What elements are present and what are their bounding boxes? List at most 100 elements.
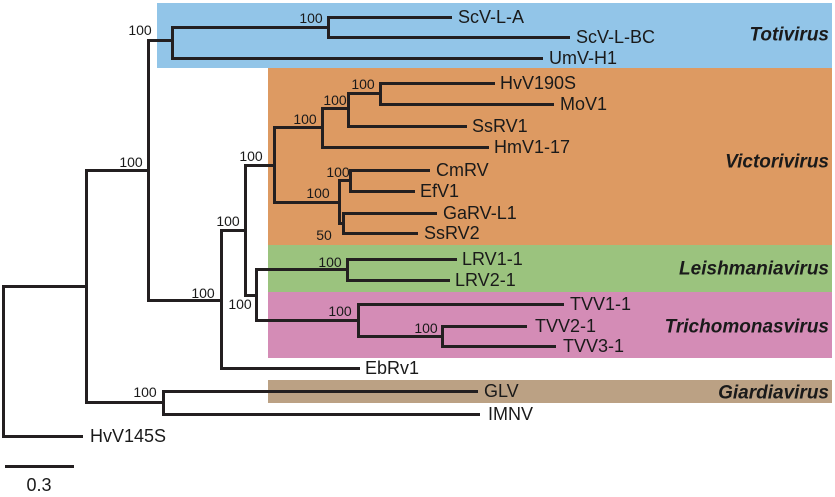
branch-segment-h [337, 178, 350, 182]
branch-segment-h [272, 200, 339, 204]
branch-segment-h [378, 102, 554, 106]
support-value-label: 100 [414, 320, 438, 336]
branch-segment-v [272, 125, 276, 204]
branch-segment-h [378, 81, 495, 85]
branch-segment-h [348, 189, 415, 193]
scale-bar-line [5, 464, 74, 468]
branch-segment-h [341, 211, 437, 215]
support-value-label: 50 [316, 227, 332, 243]
taxon-label-lrv2-1: LRV2-1 [455, 270, 516, 290]
family-label-victorivirus: Victorivirus [725, 151, 829, 173]
branch-segment-v [243, 163, 247, 297]
branch-segment-v [341, 211, 345, 235]
branch-segment-v [254, 267, 258, 322]
branch-segment-h [326, 35, 570, 39]
branch-segment-v [219, 228, 223, 370]
branch-segment-h [440, 324, 527, 328]
branch-segment-v [348, 168, 352, 193]
branch-segment-h [161, 389, 478, 393]
support-value-label: 100 [119, 154, 143, 170]
taxon-label-garv-l1: GaRV-L1 [443, 203, 517, 223]
support-value-label: 100 [293, 111, 317, 127]
branch-segment-v [345, 257, 349, 282]
branch-segment-h [341, 231, 418, 235]
taxon-label-ssrv2: SsRV2 [424, 223, 480, 243]
taxon-label-efv1: EfV1 [420, 181, 460, 201]
taxon-label-tvv2-1: TVV2-1 [535, 316, 597, 336]
branch-segment-v [326, 15, 330, 39]
branch-segment-h [440, 344, 556, 348]
clade-box-victorivirus [268, 68, 832, 245]
taxon-label-scv-l-a: ScV-L-A [458, 7, 525, 27]
taxon-label-glv: GLV [484, 381, 519, 401]
branch-segment-h [254, 318, 358, 322]
branch-segment-h [1, 284, 86, 288]
branch-segment-v [170, 25, 174, 60]
family-label-totivirus: Totivirus [749, 24, 829, 46]
branch-segment-h [146, 298, 221, 302]
branch-segment-h [219, 228, 245, 232]
support-value-label: 100 [228, 296, 252, 312]
branch-segment-v [337, 178, 341, 225]
support-value-label: 100 [306, 185, 330, 201]
branch-segment-v [356, 302, 360, 338]
branch-segment-h [346, 91, 380, 95]
support-value-label: 100 [299, 10, 323, 26]
support-value-label: 100 [191, 285, 215, 301]
branch-segment-h [84, 168, 148, 172]
branch-segment-v [1, 284, 5, 438]
branch-segment-h [219, 366, 360, 370]
support-value-label: 100 [239, 148, 263, 164]
scale-bar-label: 0.3 [26, 475, 52, 495]
branch-segment-v [146, 38, 150, 302]
support-value-label: 100 [351, 76, 375, 92]
support-value-label: 100 [326, 164, 350, 180]
support-value-label: 100 [328, 303, 352, 319]
taxon-label-cmrv: CmRV [436, 160, 489, 180]
branch-segment-v [84, 168, 88, 404]
taxon-label-lrv1-1: LRV1-1 [462, 249, 523, 269]
support-value-label: 100 [216, 213, 240, 229]
taxon-label-umv-h1: UmV-H1 [549, 48, 618, 68]
taxon-label-hvv145s: HvV145S [90, 426, 167, 446]
branch-segment-v [378, 81, 382, 106]
branch-segment-h [320, 106, 348, 110]
branch-segment-h [170, 25, 328, 29]
clade-box-leishmaniavirus [268, 245, 832, 292]
branch-segment-h [348, 168, 430, 172]
branch-segment-h [356, 334, 442, 338]
branch-segment-h [356, 302, 564, 306]
branch-segment-h [243, 293, 256, 297]
branch-segment-h [320, 145, 489, 149]
taxon-label-hvv190s: HvV190S [500, 73, 577, 93]
branch-segment-h [345, 278, 450, 282]
taxon-label-mov1: MoV1 [560, 94, 608, 114]
branch-segment-h [346, 124, 467, 128]
branch-segment-v [320, 106, 324, 149]
branch-segment-h [243, 163, 274, 167]
support-value-label: 100 [318, 254, 342, 270]
branch-segment-h [170, 56, 543, 60]
branch-segment-h [1, 434, 83, 438]
clade-box-giardiavirus [268, 380, 832, 403]
taxon-label-ebrv1: EbRv1 [365, 358, 420, 378]
branch-segment-v [161, 389, 165, 416]
family-label-leishmaniavirus: Leishmaniavirus [679, 258, 829, 280]
branch-segment-v [440, 324, 444, 348]
branch-segment-h [272, 125, 322, 129]
taxon-label-scv-l-bc: ScV-L-BC [576, 27, 656, 47]
branch-segment-h [345, 257, 457, 261]
taxon-label-tvv1-1: TVV1-1 [570, 294, 632, 314]
branch-segment-h [84, 400, 163, 404]
branch-segment-h [161, 412, 480, 416]
branch-segment-h [146, 38, 172, 42]
support-value-label: 100 [323, 92, 347, 108]
taxon-label-tvv3-1: TVV3-1 [563, 336, 625, 356]
family-label-trichomonasvirus: Trichomonasvirus [664, 316, 829, 338]
taxon-label-ssrv1: SsRV1 [472, 116, 528, 136]
support-value-label: 100 [128, 22, 152, 38]
taxon-label-hmv1-17: HmV1-17 [494, 137, 571, 157]
